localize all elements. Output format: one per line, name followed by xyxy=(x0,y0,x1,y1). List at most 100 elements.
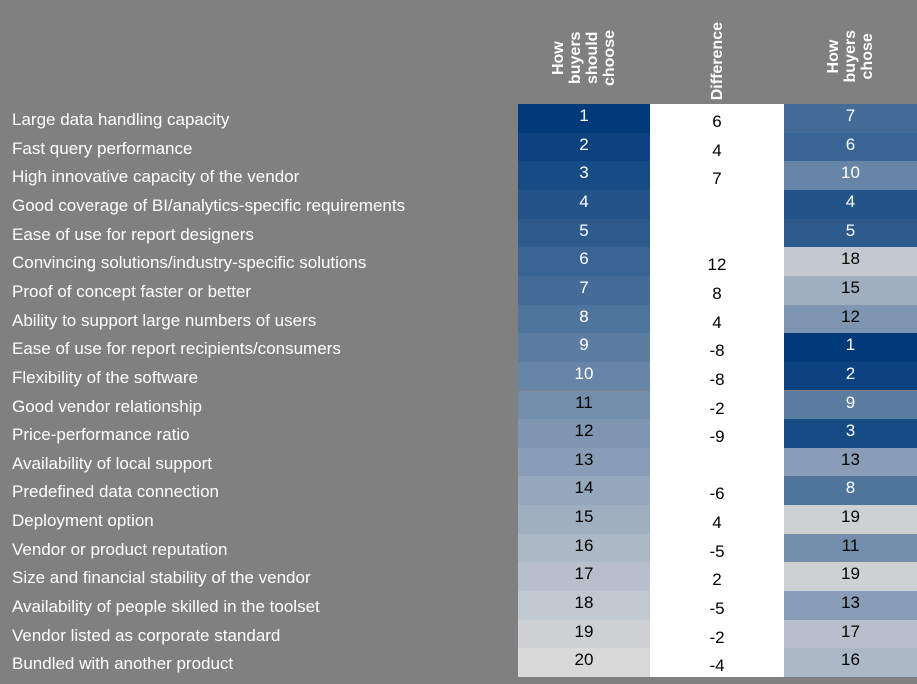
row-label: Bundled with another product xyxy=(12,654,234,674)
difference-cell: -2 xyxy=(709,627,725,647)
chose-cell: 1 xyxy=(784,333,917,362)
difference-cell xyxy=(650,190,784,219)
chose-cell: 13 xyxy=(784,591,917,620)
chose-cell: 13 xyxy=(784,447,917,477)
row-label: Vendor or product reputation xyxy=(12,539,228,559)
table-row: Price-performance ratio 12 -9 3 xyxy=(0,419,917,448)
chose-cell: 10 xyxy=(784,161,917,190)
difference-cell: 4 xyxy=(712,513,722,533)
difference-cell: -4 xyxy=(709,656,725,676)
table-row: Good vendor relationship 11 -2 9 xyxy=(0,390,917,420)
difference-cell: -2 xyxy=(709,398,725,418)
chose-cell: 5 xyxy=(784,218,917,248)
row-label: High innovative capacity of the vendor xyxy=(12,167,300,187)
chose-cell: 18 xyxy=(784,247,917,276)
row-label: Ease of use for report recipients/consum… xyxy=(12,339,341,359)
row-label: Convincing solutions/industry-specific s… xyxy=(12,253,367,273)
header-should-choose-text: How buyers should choose xyxy=(550,29,618,86)
difference-cell: -5 xyxy=(709,599,725,619)
should-choose-cell: 9 xyxy=(518,333,650,362)
table-row: Predefined data connection 14 -6 8 xyxy=(0,476,917,506)
chose-cell: 12 xyxy=(784,304,917,334)
table-row: Bundled with another product 20 -4 16 xyxy=(0,648,917,677)
should-choose-cell: 19 xyxy=(518,619,650,649)
should-choose-cell: 5 xyxy=(518,218,650,248)
chose-cell: 17 xyxy=(784,619,917,649)
difference-cell: 8 xyxy=(712,283,722,303)
table-row: Large data handling capacity 1 6 7 xyxy=(0,104,917,133)
row-label: Ease of use for report designers xyxy=(12,224,254,244)
row-label: Price-performance ratio xyxy=(12,425,190,445)
chose-cell: 3 xyxy=(784,419,917,448)
chose-cell: 6 xyxy=(784,132,917,162)
row-label: Good coverage of BI/analytics-specific r… xyxy=(12,195,406,215)
chose-cell: 2 xyxy=(784,361,917,391)
table-row: Availability of local support 13 13 xyxy=(0,447,917,477)
row-label: Large data handling capacity xyxy=(12,110,230,129)
difference-cell xyxy=(650,219,784,248)
difference-cell: 4 xyxy=(712,312,722,332)
row-label: Predefined data connection xyxy=(12,482,219,502)
should-choose-cell: 10 xyxy=(518,361,650,391)
should-choose-cell: 4 xyxy=(518,189,650,219)
header-chose-text: How buyers chose xyxy=(825,29,876,82)
table-row: Proof of concept faster or better 7 8 15 xyxy=(0,275,917,305)
should-choose-cell: 14 xyxy=(518,476,650,506)
difference-cell: -6 xyxy=(709,484,725,504)
row-label: Proof of concept faster or better xyxy=(12,281,252,301)
header-difference-text: Difference xyxy=(708,21,726,100)
difference-cell: 12 xyxy=(707,255,727,275)
row-label: Availability of people skilled in the to… xyxy=(12,597,320,617)
difference-cell: -8 xyxy=(709,369,725,389)
difference-cell: 6 xyxy=(712,112,722,131)
should-choose-cell: 17 xyxy=(518,562,650,592)
table-row: Ability to support large numbers of user… xyxy=(0,304,917,334)
should-choose-cell: 11 xyxy=(518,390,650,420)
row-label: Availability of local support xyxy=(12,453,213,473)
chose-cell: 4 xyxy=(784,189,917,219)
chose-cell: 8 xyxy=(784,476,917,506)
should-choose-cell: 15 xyxy=(518,505,650,534)
difference-column-background xyxy=(650,104,784,677)
row-label: Ability to support large numbers of user… xyxy=(12,310,317,330)
chose-cell: 7 xyxy=(784,104,917,133)
header-chose: How buyers chose xyxy=(784,0,917,82)
should-choose-cell: 20 xyxy=(518,648,650,677)
table-row: High innovative capacity of the vendor 3 7… xyxy=(0,161,917,190)
table-row: Convincing solutions/industry-specific s… xyxy=(0,247,917,276)
should-choose-cell: 3 xyxy=(518,161,650,190)
should-choose-cell: 8 xyxy=(518,304,650,334)
table-row: Size and financial stability of the vend… xyxy=(0,562,917,592)
should-choose-cell: 16 xyxy=(518,533,650,563)
table-row: Vendor or product reputation 16 -5 11 xyxy=(0,533,917,563)
row-label: Size and financial stability of the vend… xyxy=(12,568,311,588)
difference-cell: 2 xyxy=(712,570,722,590)
row-label: Vendor listed as corporate standard xyxy=(12,625,281,645)
difference-cell: -8 xyxy=(709,341,725,361)
chose-cell: 16 xyxy=(784,648,917,677)
header-difference: Difference xyxy=(650,0,784,100)
difference-cell: -9 xyxy=(709,427,725,447)
should-choose-cell: 7 xyxy=(518,275,650,305)
chose-cell: 15 xyxy=(784,275,917,305)
difference-cell xyxy=(650,448,784,477)
should-choose-cell: 12 xyxy=(518,419,650,448)
row-label: Deployment option xyxy=(12,511,154,531)
difference-cell: -5 xyxy=(709,541,725,561)
table-row: Good coverage of BI/analytics-specific r… xyxy=(0,189,917,219)
table-row: Availability of people skilled in the to… xyxy=(0,591,917,620)
header-should-choose: How buyers should choose xyxy=(518,0,650,86)
chose-cell: 9 xyxy=(784,390,917,420)
table-row: Flexibility of the software 10 -8 2 xyxy=(0,361,917,391)
chose-cell: 19 xyxy=(784,505,917,534)
should-choose-cell: 18 xyxy=(518,591,650,620)
table-row: Ease of use for report designers 5 5 xyxy=(0,218,917,248)
row-label: Flexibility of the software xyxy=(12,367,199,387)
should-choose-cell: 6 xyxy=(518,247,650,276)
table-row: Ease of use for report recipients/consum… xyxy=(0,333,917,362)
chose-cell: 19 xyxy=(784,562,917,592)
should-choose-cell: 13 xyxy=(518,447,650,477)
should-choose-cell: 1 xyxy=(518,104,650,133)
table-row: Deployment option 15 4 19 xyxy=(0,505,917,534)
table-row: Vendor listed as corporate standard 19 -2 1… xyxy=(0,619,917,649)
